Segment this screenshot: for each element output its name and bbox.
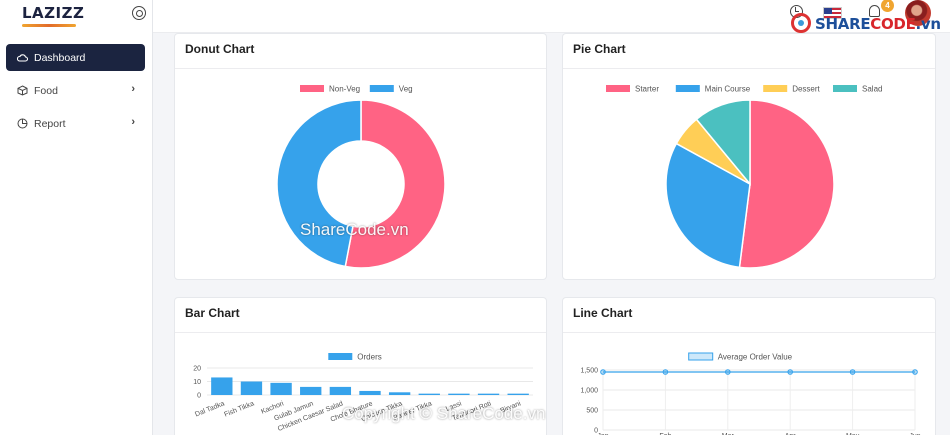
point-jan	[600, 369, 606, 375]
line-chart: Average Order Value 0 500 1,000 1,500 Jan Feb M…	[580, 352, 921, 435]
top-header: 4	[153, 0, 950, 33]
legend-swatch-salad	[833, 85, 857, 92]
x-tick-label-feb: Feb	[659, 433, 671, 435]
bar-paneer-tikka	[418, 393, 440, 395]
y-tick-label-20: 20	[193, 366, 201, 373]
x-tick-label-jun: Jun	[909, 433, 920, 435]
x-tick-label-jan: Jan	[597, 433, 608, 435]
sidebar-nav: Dashboard Food › Report ›	[6, 44, 145, 143]
point-feb	[662, 369, 669, 375]
card-title: Pie Chart	[573, 42, 626, 56]
y-tick-label-1000: 1,000	[580, 388, 598, 395]
chevron-right-icon: ›	[131, 83, 135, 95]
slice-non-veg	[344, 99, 446, 269]
x-tick-label-biryani: Biryani	[499, 400, 522, 415]
sidebar-item-dashboard[interactable]: Dashboard	[6, 44, 145, 71]
slice-starter	[738, 99, 835, 269]
bar-chart-card: Bar Chart Orders 0 10 20 Dal Tadka Fish Tikka…	[174, 297, 547, 435]
slice-veg	[276, 99, 362, 268]
y-tick-label-500: 500	[586, 408, 598, 415]
bar-chicken-caesar-salad	[329, 386, 352, 395]
legend-label-orders: Orders	[357, 353, 381, 362]
bell-icon[interactable]	[869, 5, 880, 17]
x-tick-label-may: May	[846, 433, 860, 435]
donut-chart-card: Donut Chart Non-Veg Veg	[174, 33, 547, 280]
y-tick-label-1500: 1,500	[580, 368, 598, 375]
logo[interactable]: LAZIZZ	[0, 0, 153, 36]
card-title: Donut Chart	[185, 42, 255, 56]
line-chart-card: Line Chart Average Order Value 0 500 1,000 1…	[562, 297, 936, 435]
donut-chart: Non-Veg Veg	[276, 85, 446, 269]
sidebar: LAZIZZ Dashboard Food › Report ›	[0, 0, 153, 435]
legend-label-veg: Veg	[399, 85, 413, 94]
slice-main-course	[665, 142, 751, 269]
sidebar-item-label: Dashboard	[34, 51, 86, 64]
card-divider	[175, 68, 546, 69]
y-tick-label-10: 10	[193, 379, 201, 386]
bar-kachori	[270, 382, 292, 395]
pie-chart: Starter Main Course Dessert Salad	[606, 85, 882, 269]
legend-swatch-dessert	[763, 85, 788, 92]
sidebar-item-label: Report	[34, 117, 66, 130]
sidebar-item-food[interactable]: Food ›	[6, 77, 145, 104]
x-tick-label-mar: Mar	[722, 433, 735, 435]
chevron-right-icon: ›	[131, 116, 135, 128]
legend-label-main-course: Main Course	[705, 85, 751, 94]
card-title: Line Chart	[573, 306, 633, 320]
legend-swatch-veg	[369, 85, 394, 92]
point-mar	[725, 369, 731, 375]
legend-label-dessert: Dessert	[792, 85, 820, 94]
x-tick-label-apr: Apr	[785, 433, 797, 435]
bar-gulab-jamun	[300, 386, 322, 395]
sidebar-item-label: Food	[34, 84, 58, 97]
watermark-brand: SHARECODE.vn	[815, 15, 941, 33]
point-jun	[912, 369, 918, 375]
legend-swatch-orders	[328, 353, 353, 360]
card-title: Bar Chart	[185, 306, 240, 320]
cloud-icon	[16, 52, 28, 64]
y-tick-label-0: 0	[197, 393, 201, 400]
us-flag-icon[interactable]	[823, 7, 842, 19]
avatar[interactable]	[905, 0, 931, 26]
bar-chole-bhature	[359, 390, 381, 395]
bar-lassi	[448, 393, 470, 395]
card-divider	[175, 332, 546, 333]
point-may	[849, 369, 856, 375]
logo-text: LAZIZZ	[22, 4, 85, 22]
pie-chart-card: Pie Chart Starter Main Course Dessert Salad	[562, 33, 936, 280]
notification-badge: 4	[881, 0, 894, 12]
x-tick-label-dal-tadka: Dal Tadka	[194, 400, 225, 418]
sidebar-item-report[interactable]: Report ›	[6, 110, 145, 137]
legend-label-starter: Starter	[635, 85, 659, 94]
x-tick-label-lassi: Lassi	[445, 400, 463, 413]
bar-fish-tikka	[240, 381, 263, 395]
logo-underline	[22, 24, 76, 27]
legend-label-salad: Salad	[862, 85, 882, 94]
legend-swatch-average-order-value	[688, 352, 714, 361]
x-tick-label-fish-tikka: Fish Tikka	[223, 400, 255, 418]
bar-biryani	[507, 393, 529, 395]
legend-label-non-veg: Non-Veg	[329, 85, 360, 94]
legend-swatch-starter	[606, 85, 630, 92]
legend-swatch-non-veg	[300, 85, 324, 92]
legend-swatch-main-course	[675, 85, 700, 92]
point-apr	[787, 369, 793, 375]
y-tick-label-0: 0	[594, 428, 598, 435]
bar-dal-tadka	[211, 377, 233, 395]
bar-chicken-tikka	[388, 392, 411, 395]
sharecode-logo-icon	[791, 13, 811, 33]
legend-label-average-order-value: Average Order Value	[718, 353, 793, 362]
bar-tandoori-roti	[477, 393, 500, 395]
card-divider	[563, 68, 935, 69]
cube-icon	[16, 85, 28, 97]
pie-chart-icon	[16, 118, 28, 130]
slice-salad	[695, 99, 751, 187]
sidebar-toggle-icon[interactable]	[132, 6, 146, 20]
card-divider	[563, 332, 935, 333]
